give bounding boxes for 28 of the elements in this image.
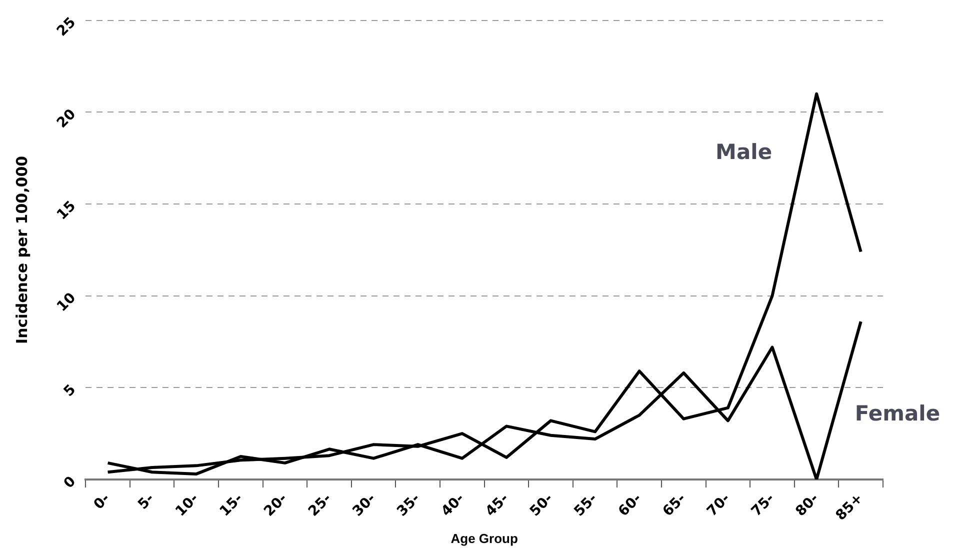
x-tick-label: 0- <box>90 490 114 513</box>
series-label: Male <box>716 140 772 164</box>
y-axis-title: Incidence per 100,000 <box>12 156 31 344</box>
series-label: Female <box>854 402 940 426</box>
x-tick-label: 20- <box>261 490 291 520</box>
x-tick-label: 85+ <box>832 490 866 524</box>
x-tick-label: 25- <box>305 490 335 520</box>
x-tick-label: 80- <box>792 490 822 520</box>
y-tick-label: 10 <box>54 290 80 316</box>
x-tick-label: 45- <box>482 490 512 520</box>
y-tick-label: 0 <box>60 473 80 492</box>
x-tick-label: 15- <box>216 490 246 520</box>
x-tick-label: 30- <box>350 490 380 520</box>
x-tick-label: 60- <box>616 490 645 520</box>
x-axis-title: Age Group <box>450 530 518 546</box>
x-tick-label: 55- <box>571 490 601 520</box>
y-tick-label: 25 <box>54 14 80 40</box>
x-tick-label: 70- <box>704 490 734 520</box>
y-tick-label: 20 <box>54 106 80 132</box>
x-tick-label: 75- <box>748 490 778 520</box>
x-tick-label: 65- <box>660 490 690 520</box>
x-tick-label: 50- <box>526 490 556 520</box>
x-tick-label: 10- <box>172 490 202 520</box>
y-tick-label: 5 <box>60 382 80 400</box>
y-tick-label: 15 <box>54 198 80 224</box>
x-tick-label: 35- <box>394 490 424 520</box>
x-tick-label: 5- <box>135 490 158 513</box>
x-tick-label: 40- <box>438 490 468 520</box>
